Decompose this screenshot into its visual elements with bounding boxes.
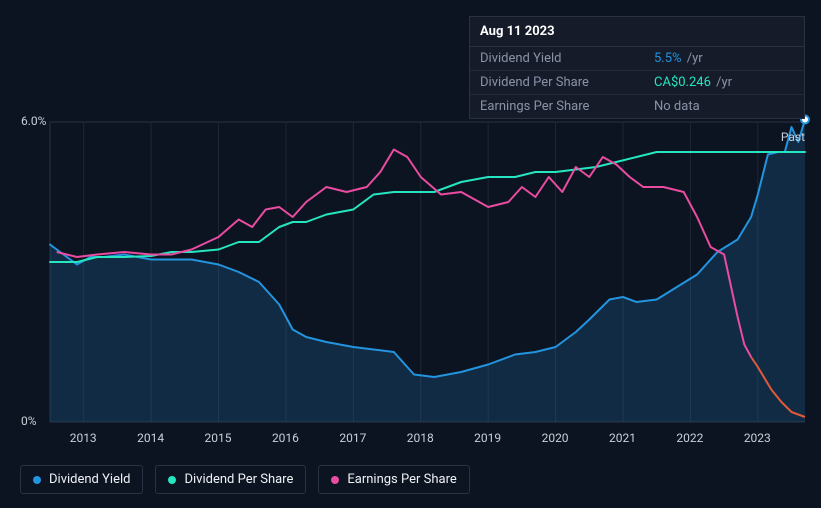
x-axis-label: 2016 [272,431,299,445]
past-badge: Past [781,130,805,144]
legend-dot-icon [331,476,339,484]
tooltip-row: Dividend Per ShareCA$0.246 /yr [470,71,804,95]
x-axis-label: 2018 [407,431,434,445]
x-axis-label: 2014 [137,431,164,445]
tooltip-label: Earnings Per Share [480,99,654,114]
y-axis-label: 0% [21,414,37,428]
y-axis-label: 6.0% [21,114,46,128]
legend-item-label: Dividend Per Share [184,472,293,487]
x-axis-label: 2022 [676,431,703,445]
legend-item[interactable]: Earnings Per Share [318,465,469,494]
x-axis-label: 2023 [744,431,771,445]
tooltip-value: No data [654,99,700,114]
tooltip-row: Earnings Per ShareNo data [470,95,804,118]
legend-item-label: Dividend Yield [49,472,130,487]
tooltip-body: Dividend Yield5.5% /yrDividend Per Share… [470,47,804,118]
legend-dot-icon [168,476,176,484]
legend-item-label: Earnings Per Share [347,472,456,487]
tooltip-unit: /yr [713,75,732,90]
legend-item[interactable]: Dividend Per Share [155,465,306,494]
legend: Dividend Yield Dividend Per Share Earnings… [20,465,470,494]
legend-dot-icon [33,476,41,484]
x-axis-label: 2021 [609,431,636,445]
x-axis-label: 2013 [70,431,97,445]
tooltip-value: CA$0.246 [654,75,711,90]
tooltip-label: Dividend Yield [480,51,654,66]
tooltip-unit: /yr [684,51,703,66]
tooltip-date: Aug 11 2023 [470,17,804,47]
tooltip-value: 5.5% [654,51,682,66]
hover-tooltip: Aug 11 2023 Dividend Yield5.5% /yrDivide… [469,16,805,119]
x-axis-label: 2015 [205,431,232,445]
tooltip-row: Dividend Yield5.5% /yr [470,47,804,71]
legend-item[interactable]: Dividend Yield [20,465,143,494]
tooltip-label: Dividend Per Share [480,75,654,90]
x-axis-label: 2019 [474,431,501,445]
x-axis-label: 2020 [542,431,569,445]
x-axis-label: 2017 [339,431,366,445]
